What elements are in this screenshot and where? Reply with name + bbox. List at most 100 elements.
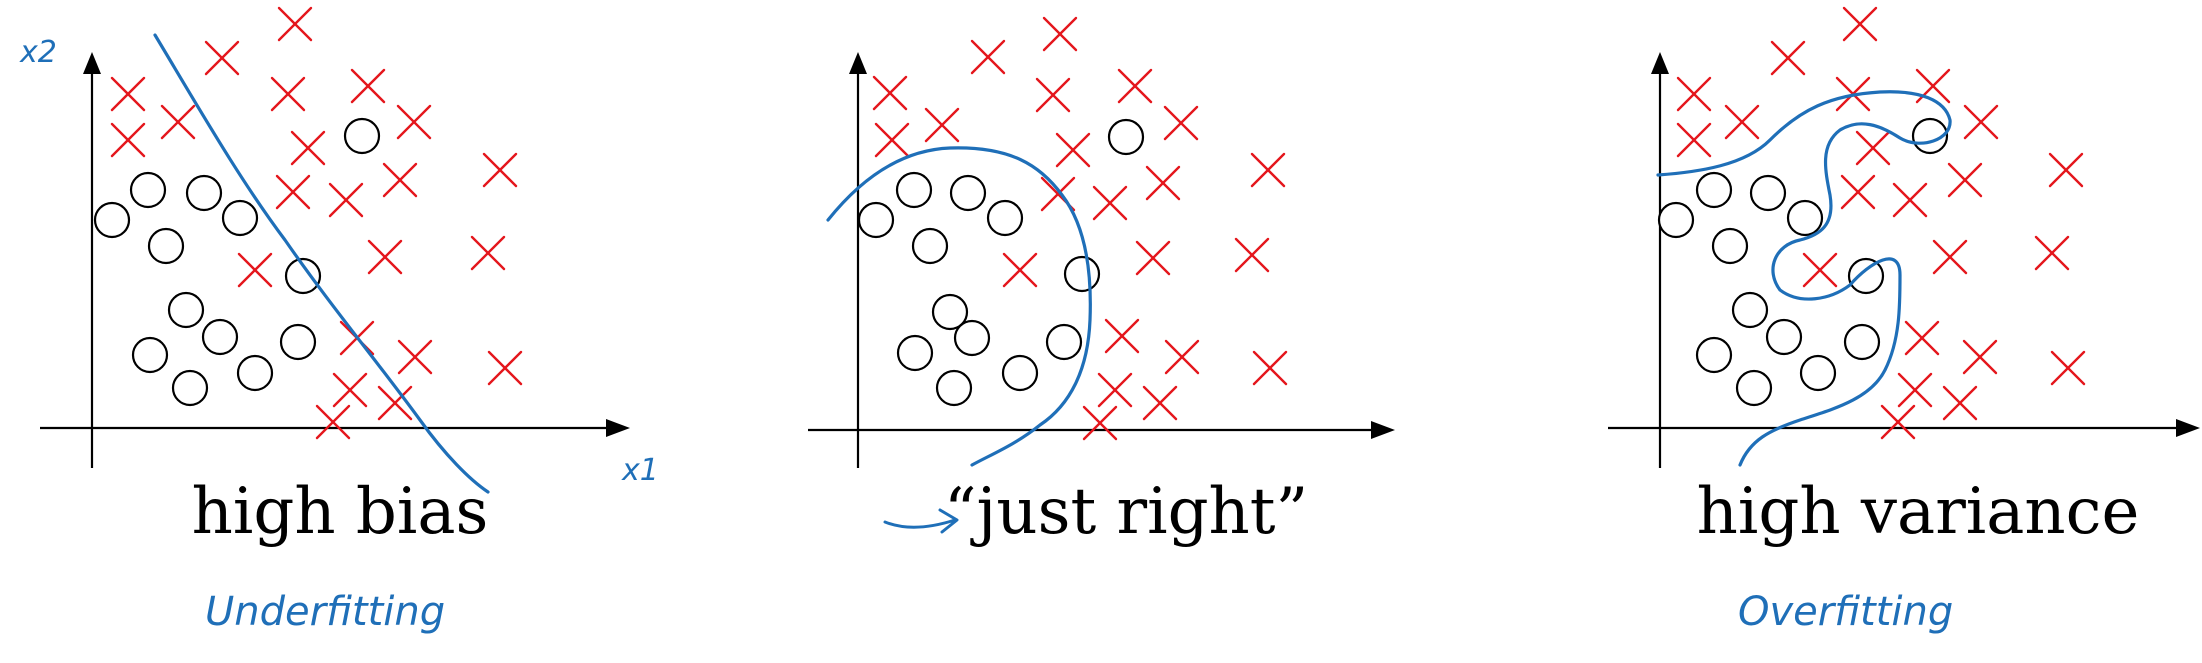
cross-marker-icon bbox=[1092, 185, 1128, 221]
circle-marker-icon bbox=[1695, 336, 1733, 374]
cross-marker-icon bbox=[1163, 105, 1199, 141]
circle-marker-icon bbox=[1045, 323, 1083, 361]
cross-marker-icon bbox=[924, 107, 960, 143]
cross-marker-icon bbox=[1904, 320, 1940, 356]
cross-marker-icon bbox=[1035, 77, 1071, 113]
cross-marker-icon bbox=[160, 104, 196, 140]
circle-marker-icon bbox=[1765, 318, 1803, 356]
cross-marker-icon bbox=[367, 239, 403, 275]
circle-marker-icon bbox=[221, 199, 259, 237]
data-points bbox=[1657, 6, 2086, 440]
circle-marker-icon bbox=[201, 318, 239, 356]
circle-marker-icon bbox=[1799, 354, 1837, 392]
cross-marker-icon bbox=[1002, 252, 1038, 288]
circle-marker-icon bbox=[911, 227, 949, 265]
cross-marker-icon bbox=[1880, 404, 1916, 440]
cross-marker-icon bbox=[1117, 68, 1153, 104]
cross-marker-icon bbox=[1840, 174, 1876, 210]
cross-marker-icon bbox=[237, 252, 273, 288]
cross-marker-icon bbox=[396, 104, 432, 140]
circle-marker-icon bbox=[1001, 354, 1039, 392]
cross-marker-icon bbox=[1145, 165, 1181, 201]
circle-marker-icon bbox=[1711, 227, 1749, 265]
circle-marker-icon bbox=[131, 336, 169, 374]
circle-marker-icon bbox=[931, 293, 969, 331]
cross-marker-icon bbox=[2048, 152, 2084, 188]
decision-boundary bbox=[153, 33, 490, 494]
cross-marker-icon bbox=[1947, 162, 1983, 198]
cross-marker-icon bbox=[482, 152, 518, 188]
panel-caption: high variance bbox=[1697, 475, 2140, 549]
cross-marker-icon bbox=[1042, 16, 1078, 52]
panel-high-variance: high variance Overfitting bbox=[1608, 6, 2200, 635]
panel-caption: “just right” bbox=[944, 475, 1308, 549]
circle-marker-icon bbox=[279, 323, 317, 361]
cross-marker-icon bbox=[1234, 237, 1270, 273]
cross-marker-icon bbox=[2034, 235, 2070, 271]
decision-boundary bbox=[826, 146, 1092, 467]
circle-marker-icon bbox=[1695, 171, 1733, 209]
cross-marker-icon bbox=[872, 75, 908, 111]
circle-marker-icon bbox=[1107, 118, 1145, 156]
cross-marker-icon bbox=[1142, 385, 1178, 421]
cross-marker-icon bbox=[1104, 318, 1140, 354]
cross-marker-icon bbox=[350, 68, 386, 104]
circle-marker-icon bbox=[1843, 323, 1881, 361]
axes bbox=[40, 52, 630, 468]
cross-marker-icon bbox=[110, 76, 146, 112]
circle-marker-icon bbox=[147, 227, 185, 265]
circle-marker-icon bbox=[1749, 174, 1787, 212]
cross-marker-icon bbox=[290, 130, 326, 166]
circle-marker-icon bbox=[1735, 369, 1773, 407]
cross-marker-icon bbox=[1055, 132, 1091, 168]
x-axis-label: x1 bbox=[621, 453, 659, 488]
cross-marker-icon bbox=[1250, 152, 1286, 188]
cross-marker-icon bbox=[110, 122, 146, 158]
cross-marker-icon bbox=[1164, 339, 1200, 375]
y-axis-label: x2 bbox=[19, 35, 57, 70]
cross-marker-icon bbox=[1942, 385, 1978, 421]
circle-marker-icon bbox=[171, 369, 209, 407]
circle-marker-icon bbox=[343, 117, 381, 155]
axes bbox=[1608, 52, 2200, 468]
cross-marker-icon bbox=[1855, 130, 1891, 166]
circle-marker-icon bbox=[896, 334, 934, 372]
circle-marker-icon bbox=[986, 199, 1024, 237]
circle-marker-icon bbox=[167, 291, 205, 329]
cross-marker-icon bbox=[270, 76, 306, 112]
cross-marker-icon bbox=[315, 404, 351, 440]
circle-marker-icon bbox=[236, 354, 274, 392]
axes bbox=[808, 52, 1395, 468]
cross-marker-icon bbox=[1676, 122, 1712, 158]
circle-marker-icon bbox=[1063, 255, 1101, 293]
cross-marker-icon bbox=[1932, 239, 1968, 275]
cross-marker-icon bbox=[470, 235, 506, 271]
data-points bbox=[857, 16, 1288, 441]
circle-marker-icon bbox=[1786, 199, 1824, 237]
circle-marker-icon bbox=[953, 319, 991, 357]
cross-marker-icon bbox=[970, 39, 1006, 75]
cross-marker-icon bbox=[2050, 350, 2086, 386]
panel-annotation: Overfitting bbox=[1738, 589, 1953, 635]
cross-marker-icon bbox=[275, 174, 311, 210]
circle-marker-icon bbox=[949, 174, 987, 212]
cross-marker-icon bbox=[874, 122, 910, 158]
pointer-arrow-icon bbox=[883, 508, 959, 534]
cross-marker-icon bbox=[1082, 405, 1118, 441]
circle-marker-icon bbox=[1731, 291, 1769, 329]
circle-marker-icon bbox=[129, 171, 167, 209]
cross-marker-icon bbox=[397, 339, 433, 375]
cross-marker-icon bbox=[204, 40, 240, 76]
cross-marker-icon bbox=[1097, 372, 1133, 408]
panel-caption: high bias bbox=[192, 475, 489, 549]
circle-marker-icon bbox=[93, 201, 131, 239]
cross-marker-icon bbox=[487, 350, 523, 386]
circle-marker-icon bbox=[1657, 201, 1695, 239]
circle-marker-icon bbox=[935, 369, 973, 407]
cross-marker-icon bbox=[1252, 350, 1288, 386]
panel-annotation: Underfitting bbox=[205, 589, 445, 635]
panel-high-bias: x2 x1 high bias Underfitting bbox=[19, 6, 659, 635]
circle-marker-icon bbox=[1847, 257, 1885, 295]
cross-marker-icon bbox=[1892, 182, 1928, 218]
